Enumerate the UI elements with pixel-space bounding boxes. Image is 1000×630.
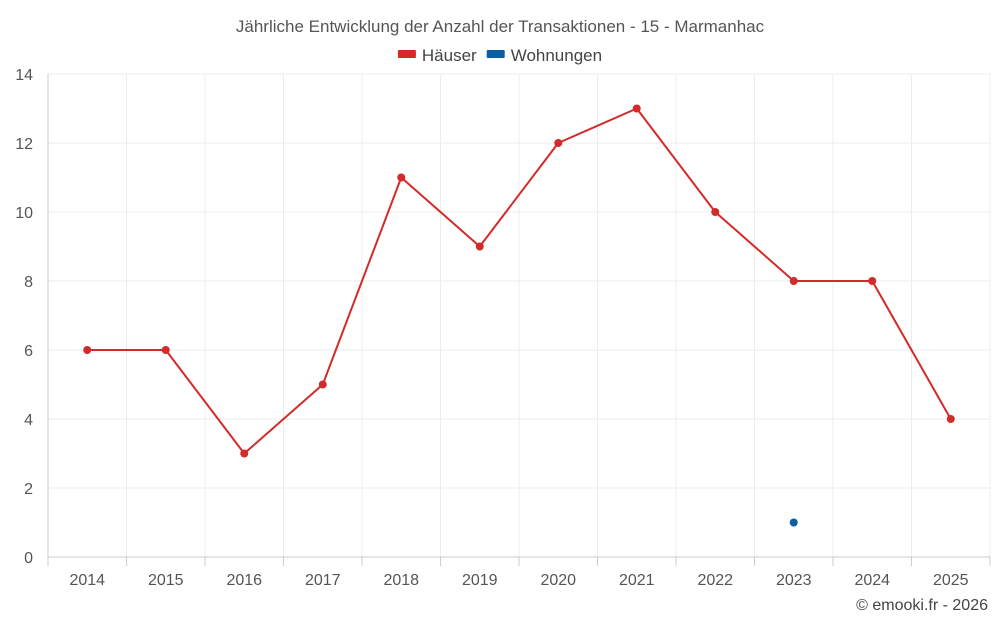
y-tick-label: 2: [24, 481, 33, 498]
data-point: [161, 346, 170, 354]
x-tick-label: 2025: [933, 572, 969, 589]
y-axis: 0 2 4 6 8 10 12 14: [15, 67, 49, 567]
data-point: [554, 139, 563, 147]
series-line-segment: [243, 383, 324, 455]
x-tick-label: 2018: [383, 572, 419, 589]
data-point: [475, 242, 484, 251]
series-line-segment: [635, 107, 717, 213]
data-point: [240, 449, 249, 458]
x-tick-label: 2021: [619, 572, 655, 589]
legend-item: Wohnungen: [486, 46, 602, 65]
x-tick-label: 2016: [226, 572, 262, 589]
data-point: [946, 415, 955, 423]
x-tick-label: 2017: [305, 572, 341, 589]
data-point: [711, 208, 720, 216]
x-tick-label: 2015: [148, 572, 184, 589]
credit-text: © emooki.fr - 2026: [856, 597, 988, 614]
data-point: [789, 518, 798, 527]
series-line-segment: [714, 211, 795, 282]
y-tick-label: 0: [24, 550, 33, 567]
y-tick-label: 8: [24, 274, 33, 291]
data-point: [789, 277, 798, 285]
y-tick-label: 14: [15, 67, 33, 84]
x-axis: 2014 2015 2016 2017 2018 2019 2020 2021 2022 2023…: [47, 556, 991, 589]
series-line-segment: [321, 176, 403, 386]
legend-label: Häuser: [422, 46, 477, 65]
grid: [47, 73, 991, 557]
series-layer: [83, 104, 955, 527]
x-tick-label: 2020: [540, 572, 576, 589]
data-point: [632, 104, 641, 113]
x-tick-label: 2019: [462, 572, 498, 589]
series-line-segment: [400, 176, 481, 248]
chart-title: Jährliche Entwicklung der Anzahl der Tra…: [236, 17, 765, 36]
series-line-segment: [557, 107, 638, 144]
data-point: [318, 380, 327, 389]
data-point: [397, 173, 406, 182]
legend-item: Häuser: [397, 46, 477, 65]
legend: Häuser Wohnungen: [397, 46, 602, 65]
x-tick-label: 2023: [776, 572, 812, 589]
series-0: [83, 104, 955, 458]
legend-swatch: [486, 50, 505, 58]
series-line-segment: [164, 349, 246, 455]
y-tick-label: 12: [15, 136, 33, 153]
legend-label: Wohnungen: [511, 46, 602, 65]
y-tick-label: 10: [15, 205, 33, 222]
series-line-segment: [478, 142, 560, 248]
x-tick-label: 2014: [69, 572, 105, 589]
x-tick-label: 2022: [697, 572, 733, 589]
x-tick-label: 2024: [854, 572, 890, 589]
y-tick-label: 4: [24, 412, 33, 429]
data-point: [83, 346, 92, 354]
y-tick-label: 6: [24, 343, 33, 360]
legend-swatch: [397, 50, 416, 58]
series-1: [789, 518, 798, 527]
series-line-segment: [871, 280, 952, 420]
data-point: [868, 277, 877, 285]
